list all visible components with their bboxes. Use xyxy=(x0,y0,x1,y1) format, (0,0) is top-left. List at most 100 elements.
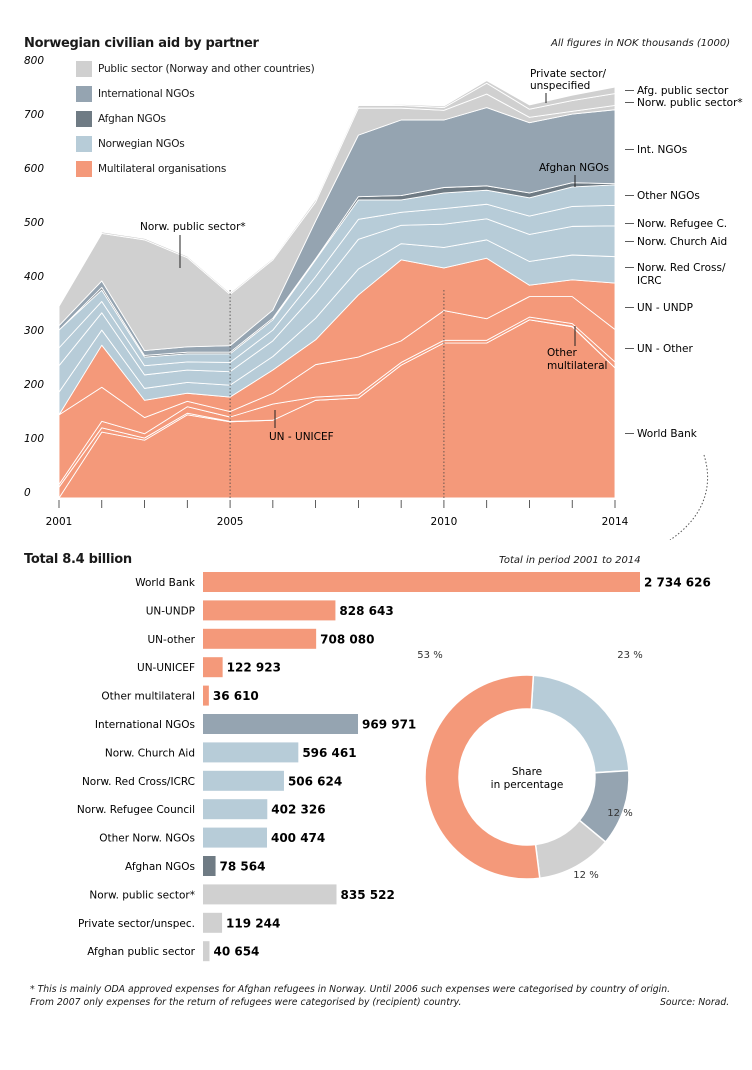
bar-category-label: Private sector/unspec. xyxy=(78,918,195,930)
units-note: All figures in NOK thousands (1000) xyxy=(551,38,731,49)
legend-swatch xyxy=(76,86,92,102)
x-tick-label: 2005 xyxy=(217,516,244,528)
right-label: Int. NGOs xyxy=(637,144,687,156)
legend-swatch xyxy=(76,61,92,77)
bar xyxy=(203,657,223,678)
legend-label: International NGOs xyxy=(98,88,195,100)
bar-category-label: UN-UNICEF xyxy=(137,662,195,674)
bar xyxy=(203,628,317,649)
bar-category-label: Other Norw. NGOs xyxy=(99,833,195,845)
donut-center-label: Share xyxy=(512,766,542,778)
donut-center-label: in percentage xyxy=(491,779,564,791)
bar-value-label: 708 080 xyxy=(320,632,374,646)
y-tick-label: 700 xyxy=(24,109,44,121)
bar-category-label: International NGOs xyxy=(95,719,195,731)
bar xyxy=(203,941,210,962)
bar-value-label: 402 326 xyxy=(271,803,325,817)
bar-chart-subtitle: Total in period 2001 to 2014 xyxy=(499,555,641,566)
bar xyxy=(203,827,267,848)
connector-arrow xyxy=(669,454,708,540)
bar xyxy=(203,742,299,763)
bar-value-label: 36 610 xyxy=(213,689,259,703)
stacked-area-chart: 0 100 200 300 400 500 600 700 800 2001 2005 2010 201… xyxy=(24,55,743,540)
right-label: UN - Other xyxy=(637,343,694,355)
footnote-1: * This is mainly ODA approved expenses f… xyxy=(30,984,671,995)
right-label: ICRC xyxy=(637,275,662,287)
legend-label: Public sector (Norway and other countrie… xyxy=(98,63,315,75)
bar-value-label: 40 654 xyxy=(213,945,259,959)
bar-value-label: 78 564 xyxy=(220,860,266,874)
legend-item: Afghan NGOs xyxy=(76,111,166,127)
x-tick-label: 2014 xyxy=(602,516,629,528)
bar-value-label: 969 971 xyxy=(362,718,416,732)
annotation-private_1: Private sector/ xyxy=(530,68,607,80)
bar-chart: World Bank 2 734 626 UN-UNDP 828 643 UN-othe… xyxy=(77,572,711,962)
y-tick-label: 300 xyxy=(24,325,44,337)
bar-category-label: Norw. Red Cross/ICRC xyxy=(82,776,195,788)
y-tick-label: 200 xyxy=(24,379,44,391)
legend-label: Multilateral organisations xyxy=(98,163,227,175)
bar xyxy=(203,912,223,933)
bar-chart-title: Total 8.4 billion xyxy=(24,552,132,567)
bar-value-label: 2 734 626 xyxy=(644,576,711,590)
bar-value-label: 596 461 xyxy=(302,746,356,760)
right-label: UN - UNDP xyxy=(637,302,693,314)
bar-value-label: 835 522 xyxy=(341,888,395,902)
right-label: World Bank xyxy=(637,428,698,440)
annotation-other_mult_2: multilateral xyxy=(547,360,607,372)
x-tick-label: 2010 xyxy=(431,516,458,528)
legend-swatch xyxy=(76,161,92,177)
donut-slice-norwegian_ngos xyxy=(530,674,630,774)
legend-label: Afghan NGOs xyxy=(98,113,166,125)
bar-category-label: Other multilateral xyxy=(101,691,195,703)
y-tick-label: 500 xyxy=(24,217,44,229)
annotation-other_mult_1: Other xyxy=(547,347,577,359)
donut-slice-multilateral xyxy=(424,674,541,880)
legend-swatch xyxy=(76,111,92,127)
donut-slice-label: 23 % xyxy=(617,650,642,661)
right-label: Other NGOs xyxy=(637,190,700,202)
bar xyxy=(203,685,209,706)
bar xyxy=(203,600,336,621)
legend-item: Multilateral organisations xyxy=(76,161,226,177)
source: Source: Norad. xyxy=(660,997,730,1008)
legend-swatch xyxy=(76,136,92,152)
right-label: Norw. public sector* xyxy=(637,97,743,109)
legend-item: Norwegian NGOs xyxy=(76,136,185,152)
y-tick-label: 100 xyxy=(24,433,44,445)
y-tick-label: 400 xyxy=(24,271,44,283)
bar xyxy=(203,884,337,905)
bar xyxy=(203,572,640,592)
y-tick-label: 800 xyxy=(24,55,44,67)
bar xyxy=(203,714,359,734)
y-tick-label: 0 xyxy=(24,487,31,499)
bar-category-label: Norw. public sector* xyxy=(89,889,195,901)
donut-slice-label: 12 % xyxy=(573,870,598,881)
x-tick-label: 2001 xyxy=(46,516,73,528)
bar-value-label: 119 244 xyxy=(226,916,280,930)
bar-value-label: 400 474 xyxy=(271,831,325,845)
footnote-2: From 2007 only expenses for the return o… xyxy=(30,997,462,1008)
legend-item: Public sector (Norway and other countrie… xyxy=(76,61,315,77)
bar-value-label: 122 923 xyxy=(227,661,281,675)
bar-category-label: World Bank xyxy=(135,577,196,589)
chart-title: Norwegian civilian aid by partner xyxy=(24,36,259,51)
bar xyxy=(203,856,216,876)
bar-category-label: UN-other xyxy=(148,634,196,646)
right-label: Norw. Red Cross/ xyxy=(637,262,726,274)
bar-category-label: Afghan NGOs xyxy=(125,861,195,873)
right-label: Afg. public sector xyxy=(637,85,729,97)
bar xyxy=(203,799,268,820)
bar-category-label: Norw. Church Aid xyxy=(105,747,195,759)
annotation-afghan_ngos: Afghan NGOs xyxy=(539,162,609,174)
bar-category-label: UN-UNDP xyxy=(146,605,195,617)
bar-value-label: 506 624 xyxy=(288,774,342,788)
right-label: Norw. Refugee C. xyxy=(637,218,727,230)
annotation-unicef: UN - UNICEF xyxy=(269,431,334,443)
area-series-afg-public-sector xyxy=(58,80,616,306)
bar xyxy=(203,770,284,791)
donut-slice-label: 53 % xyxy=(417,650,442,661)
bar-category-label: Afghan public sector xyxy=(87,946,195,958)
y-tick-label: 600 xyxy=(24,163,44,175)
annotation-private_2: unspecified xyxy=(530,80,590,92)
